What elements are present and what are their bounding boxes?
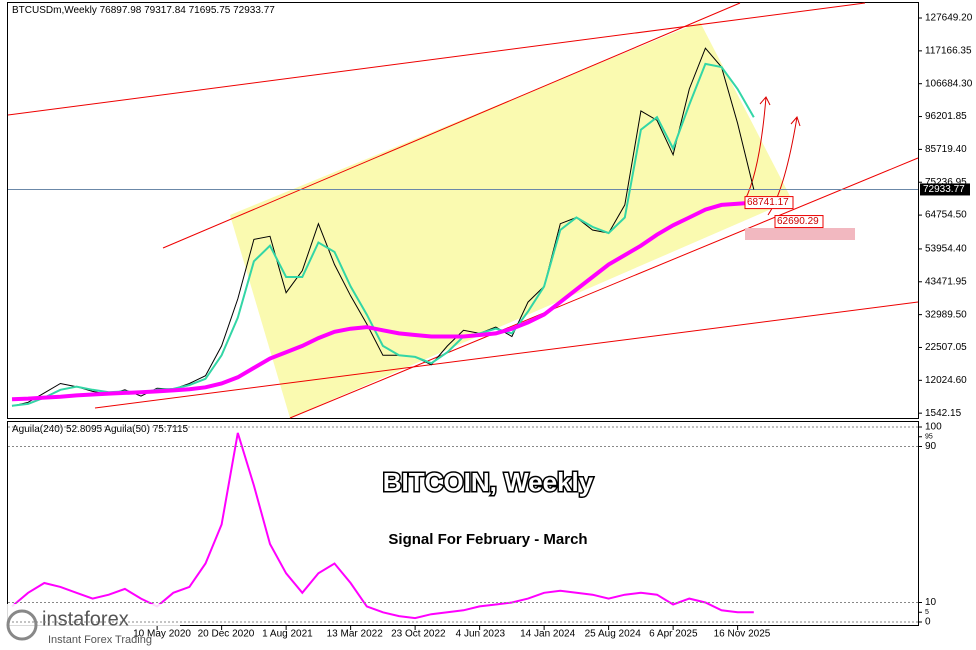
logo-name: instaforex xyxy=(42,608,129,630)
price-level-box xyxy=(744,196,794,210)
y-tick-label: 90 xyxy=(925,441,937,452)
overlay-title: BITCOIN, Weekly xyxy=(383,467,594,497)
x-tick-label: 10 May 2020 xyxy=(133,629,191,640)
x-tick-label: 20 Dec 2020 xyxy=(198,629,255,640)
symbol: BTCUSDm,Weekly xyxy=(12,5,97,16)
price-level-box xyxy=(774,215,824,229)
trend-line xyxy=(162,2,741,249)
price-panel xyxy=(7,2,919,419)
arrow xyxy=(767,116,801,216)
trend-line xyxy=(94,301,919,409)
logo-tagline: Instant Forex Trading xyxy=(48,634,152,646)
last-price-box xyxy=(920,183,970,196)
x-tick-label: 16 Nov 2025 xyxy=(714,629,771,640)
y-tick-label: 43471.95 xyxy=(925,276,967,287)
price-level-label: 68741.17 xyxy=(747,197,789,208)
y-tick-label: 22507.05 xyxy=(925,342,967,353)
y-tick-label: 53954.40 xyxy=(925,244,967,255)
oscillator-panel xyxy=(7,421,919,626)
arrow xyxy=(744,96,771,201)
x-tick-label: 6 Apr 2025 xyxy=(649,629,698,640)
indicator-header: Aguila(240) 52.8095 Aguila(50) 75.7115 xyxy=(12,424,189,435)
x-tick-label: 23 Oct 2022 xyxy=(391,629,446,640)
y-tick-label: 32989.50 xyxy=(925,309,967,320)
indicator-value: 52.8095 xyxy=(66,424,103,435)
open: 76897.98 xyxy=(100,5,142,16)
trend-line xyxy=(289,157,919,419)
y-tick-label: 1542.15 xyxy=(925,408,962,419)
y-tick-label: 85719.40 xyxy=(925,144,967,155)
oscillator-line xyxy=(11,432,754,620)
x-tick-label: 4 Jun 2023 xyxy=(456,629,506,640)
header: BTCUSDm,Weekly 76897.98 79317.84 71695.7… xyxy=(12,5,275,16)
y-tick-label: 127649.20 xyxy=(925,13,973,24)
y-tick-label: 106684.30 xyxy=(925,78,973,89)
y-tick-label: 96201.85 xyxy=(925,111,967,122)
logo-icon xyxy=(6,609,38,641)
x-tick-label: 14 Jan 2024 xyxy=(520,629,575,640)
close: 72933.77 xyxy=(233,5,275,16)
y-tick-label: 12024.60 xyxy=(925,375,967,386)
y-tick-label: 10 xyxy=(925,597,937,608)
y-tick-label: 75236.95 xyxy=(925,177,967,188)
y-tick-label: 0 xyxy=(925,617,931,628)
overlay-subtitle: Signal For February - March xyxy=(388,531,587,548)
x-tick-label: 25 Aug 2024 xyxy=(585,629,642,640)
indicator-name: Aguila(240) xyxy=(12,424,63,435)
y-tick-label: 95 xyxy=(925,434,933,441)
target-zone xyxy=(745,228,855,240)
indicator-name: Aguila(50) xyxy=(104,424,150,435)
last-price-label: 72933.77 xyxy=(923,184,965,195)
logo-box xyxy=(0,604,180,650)
plot-layer xyxy=(8,47,918,620)
y-tick-label: 5 xyxy=(925,609,929,616)
price-level-label: 62690.29 xyxy=(777,216,819,227)
trend-line xyxy=(7,2,866,116)
y-tick-label: 117166.35 xyxy=(925,45,972,56)
indicator-value: 75.7115 xyxy=(153,424,189,435)
y-tick-label: 100 xyxy=(925,422,942,433)
y-tick-label: 64754.50 xyxy=(925,210,967,221)
moving-average xyxy=(11,200,754,402)
low: 71695.75 xyxy=(189,5,231,16)
x-tick-label: 13 Mar 2022 xyxy=(327,629,384,640)
high: 79317.84 xyxy=(144,5,186,16)
x-tick-label: 1 Aug 2021 xyxy=(262,629,313,640)
